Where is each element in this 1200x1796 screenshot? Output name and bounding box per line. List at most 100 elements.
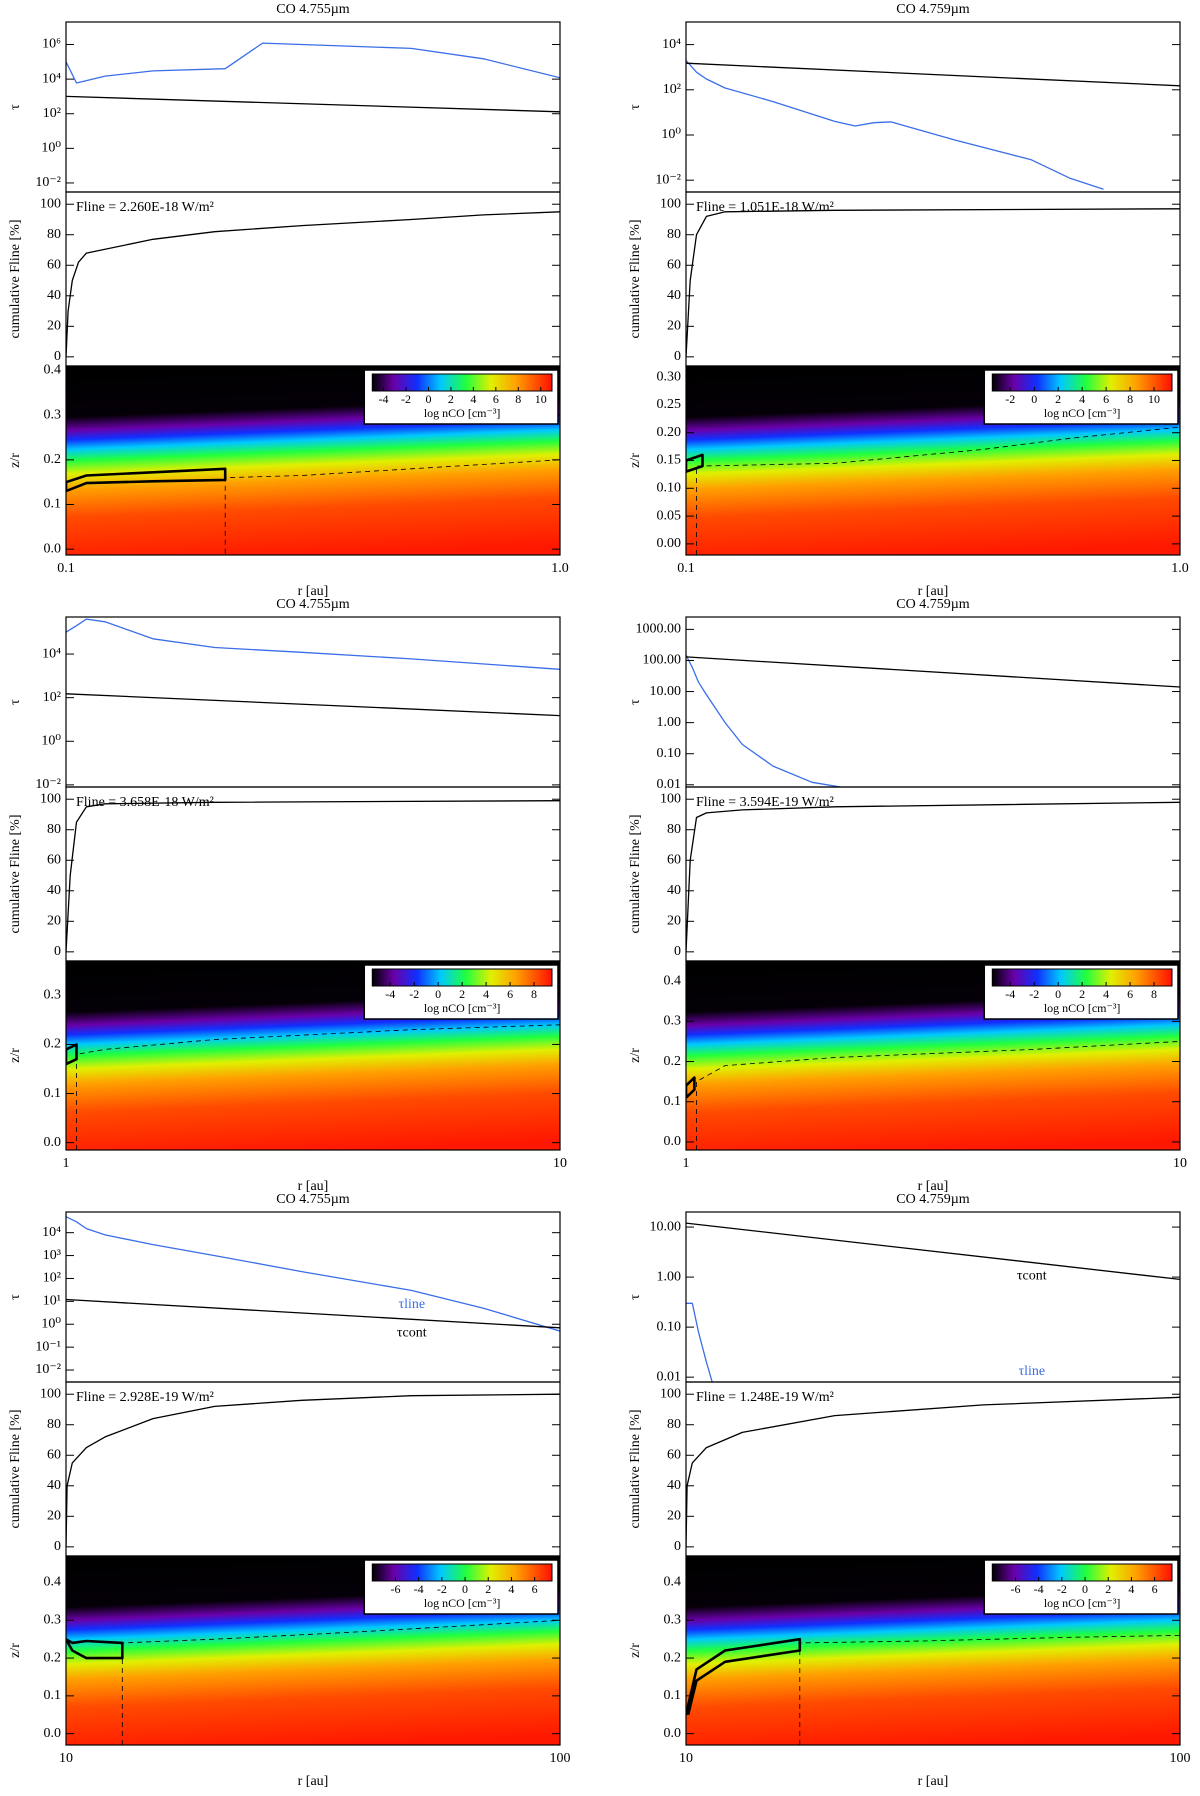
y-tick-label: 40	[47, 1478, 61, 1493]
colorbar-tick-label: 4	[1103, 987, 1109, 1001]
series-label: τline	[398, 1297, 425, 1312]
data-line	[686, 59, 1104, 190]
colorbar-tick-label: 4	[483, 987, 489, 1001]
panel-title: CO 4.755µm	[276, 1192, 350, 1207]
axes-frame	[65, 1381, 561, 1557]
data-line	[66, 42, 560, 84]
y-tick-label: 0.4	[664, 973, 682, 988]
y-tick-label: 10⁰	[661, 127, 681, 142]
plot-area	[66, 211, 560, 357]
colorbar-tick-label: 2	[1079, 987, 1085, 1001]
colorbar-tick-label: 2	[1055, 392, 1061, 406]
data-line	[686, 1222, 1180, 1281]
data-line	[686, 1396, 1180, 1547]
x-tick-label: 10	[59, 1751, 73, 1766]
colorbar	[991, 1563, 1173, 1582]
data-line	[696, 1041, 1180, 1150]
y-tick-label: 80	[47, 1417, 61, 1432]
y-tick-label: 20	[47, 319, 61, 334]
colorbar	[371, 373, 553, 392]
y-tick-label: 0.0	[44, 1135, 62, 1150]
data-line	[686, 1302, 713, 1382]
series-label: τcont	[397, 1326, 427, 1341]
y-tick-label: 0.20	[657, 425, 682, 440]
y-tick-label: 60	[667, 1447, 681, 1462]
plot-area	[686, 59, 1180, 190]
y-tick-label: 10⁰	[41, 141, 61, 156]
y-tick-label: 60	[667, 257, 681, 272]
colorbar-tick-label: -2	[1029, 987, 1039, 1001]
axes-frame	[65, 1211, 561, 1383]
data-line	[686, 62, 1180, 87]
colorbar-tick-label: 8	[1127, 392, 1133, 406]
y-tick-label: 100	[40, 1386, 61, 1401]
x-axis-label: r [au]	[918, 1179, 949, 1194]
y-tick-label: 10³	[43, 1248, 61, 1263]
data-line	[66, 1043, 78, 1066]
line-flux-annotation: Fline = 3.658E-18 W/m²	[76, 795, 214, 810]
x-tick-label: 1.0	[1171, 561, 1189, 576]
series-label: τline	[1018, 1364, 1045, 1379]
axes-frame	[65, 1555, 561, 1746]
colorbar	[371, 1563, 553, 1582]
plot-area	[686, 1396, 1180, 1547]
axes-frame	[685, 1555, 1181, 1746]
y-tick-label: 0.10	[657, 481, 682, 496]
y-tick-label: 60	[47, 257, 61, 272]
y-tick-label: 10⁰	[41, 733, 61, 748]
y-axis-label: cumulative Fline [%]	[8, 815, 23, 934]
colorbar-tick-label: 0	[425, 392, 431, 406]
y-tick-label: 0.30	[657, 369, 682, 384]
y-tick-label: 1.00	[657, 715, 682, 730]
data-line	[66, 800, 560, 952]
y-tick-label: 0.15	[657, 453, 682, 468]
y-tick-label: 10⁶	[42, 37, 61, 52]
y-tick-label: 40	[47, 883, 61, 898]
colorbar-label: log nCO [cm⁻³]	[424, 1596, 501, 1610]
data-line	[686, 654, 845, 787]
axes-frame	[65, 365, 561, 556]
axes-frame	[685, 1211, 1181, 1383]
y-axis-label: τ	[8, 104, 23, 110]
panel-title: CO 4.759µm	[896, 1192, 970, 1207]
colorbar-tick-label: -2	[401, 392, 411, 406]
colorbar-tick-label: -2	[437, 1582, 447, 1596]
y-tick-label: 80	[667, 822, 681, 837]
y-tick-label: 0.01	[657, 1369, 682, 1384]
x-tick-label: 1.0	[551, 561, 569, 576]
data-line	[799, 1635, 1180, 1745]
y-tick-label: 60	[47, 852, 61, 867]
x-axis-label: r [au]	[298, 1179, 329, 1194]
line-flux-annotation: Fline = 3.594E-19 W/m²	[696, 795, 834, 810]
line-flux-annotation: Fline = 2.928E-19 W/m²	[76, 1390, 214, 1405]
y-tick-label: 100	[660, 196, 681, 211]
y-axis-label: z/r	[628, 453, 643, 468]
data-line	[686, 208, 1180, 357]
y-axis-label: cumulative Fline [%]	[8, 220, 23, 339]
y-axis-label: τ	[628, 104, 643, 110]
y-tick-label: 0.01	[657, 777, 682, 792]
x-tick-label: 10	[679, 1751, 693, 1766]
colorbar-tick-label: 4	[470, 392, 476, 406]
plot-area	[66, 42, 560, 113]
data-line	[66, 693, 560, 717]
y-tick-label: 80	[667, 1417, 681, 1432]
colorbar-tick-label: 8	[531, 987, 537, 1001]
data-line	[686, 1637, 802, 1716]
panel-title: CO 4.759µm	[896, 597, 970, 612]
y-tick-label: 1.00	[657, 1269, 682, 1284]
y-tick-label: 20	[667, 1509, 681, 1524]
data-line	[66, 618, 560, 670]
y-tick-label: 10²	[43, 1271, 61, 1286]
colorbar-tick-label: -2	[1057, 1582, 1067, 1596]
plot-area	[686, 654, 1180, 787]
axes-frame	[685, 21, 1181, 193]
data-line	[66, 467, 227, 493]
y-axis-label: z/r	[628, 1643, 643, 1658]
x-tick-label: 100	[550, 1751, 571, 1766]
axes-frame	[685, 191, 1181, 367]
y-tick-label: 80	[47, 822, 61, 837]
colorbar-label: log nCO [cm⁻³]	[424, 1001, 501, 1015]
x-axis-label: r [au]	[918, 1774, 949, 1789]
y-tick-label: 20	[667, 319, 681, 334]
